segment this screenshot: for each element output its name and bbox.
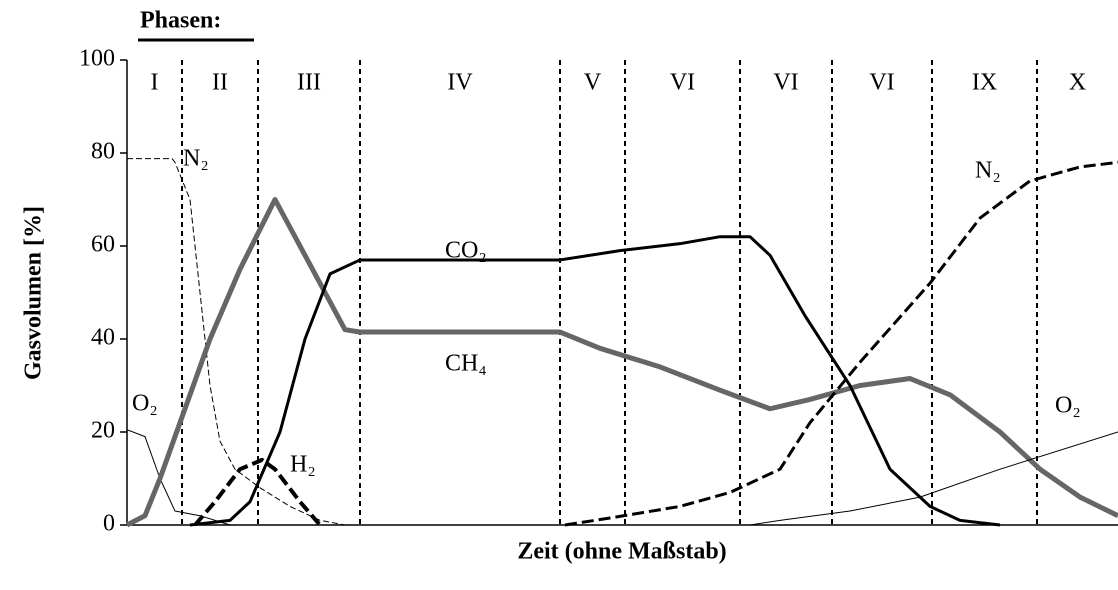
phase-label: IX — [972, 70, 997, 96]
series-label: N₂ — [975, 158, 1001, 184]
series-line — [127, 158, 346, 526]
phase-label: X — [1069, 70, 1086, 96]
y-tick-label: 40 — [91, 325, 115, 351]
series-label: H₂ — [290, 452, 316, 478]
series-line — [564, 160, 1118, 527]
y-tick-label: 80 — [91, 139, 115, 165]
phase-label: VI — [670, 70, 695, 96]
phase-label: VI — [773, 70, 798, 96]
x-axis-label: Zeit (ohne Maßstab) — [517, 539, 726, 565]
series-line — [189, 235, 1001, 527]
series-label: CH₄ — [445, 351, 487, 377]
y-tick-label: 100 — [79, 46, 115, 72]
series-line — [126, 429, 231, 526]
series-line — [193, 457, 322, 527]
series-line — [125, 197, 1118, 528]
phase-label: VI — [869, 70, 894, 96]
phase-header: Phasen: — [140, 8, 221, 34]
y-tick-label: 0 — [103, 511, 115, 537]
y-tick-label: 20 — [91, 418, 115, 444]
series-label: O₂ — [132, 391, 158, 417]
y-axis-label: Gasvolumen [%] — [21, 206, 47, 380]
series-label: N₂ — [183, 146, 209, 172]
phase-label: V — [584, 70, 602, 96]
phase-label: IV — [447, 70, 473, 96]
phase-label: III — [297, 70, 321, 96]
series-line — [749, 431, 1118, 526]
phase-label: II — [212, 70, 228, 96]
phase-label: I — [151, 70, 159, 96]
series-label: O₂ — [1055, 393, 1081, 419]
y-tick-label: 60 — [91, 232, 115, 258]
